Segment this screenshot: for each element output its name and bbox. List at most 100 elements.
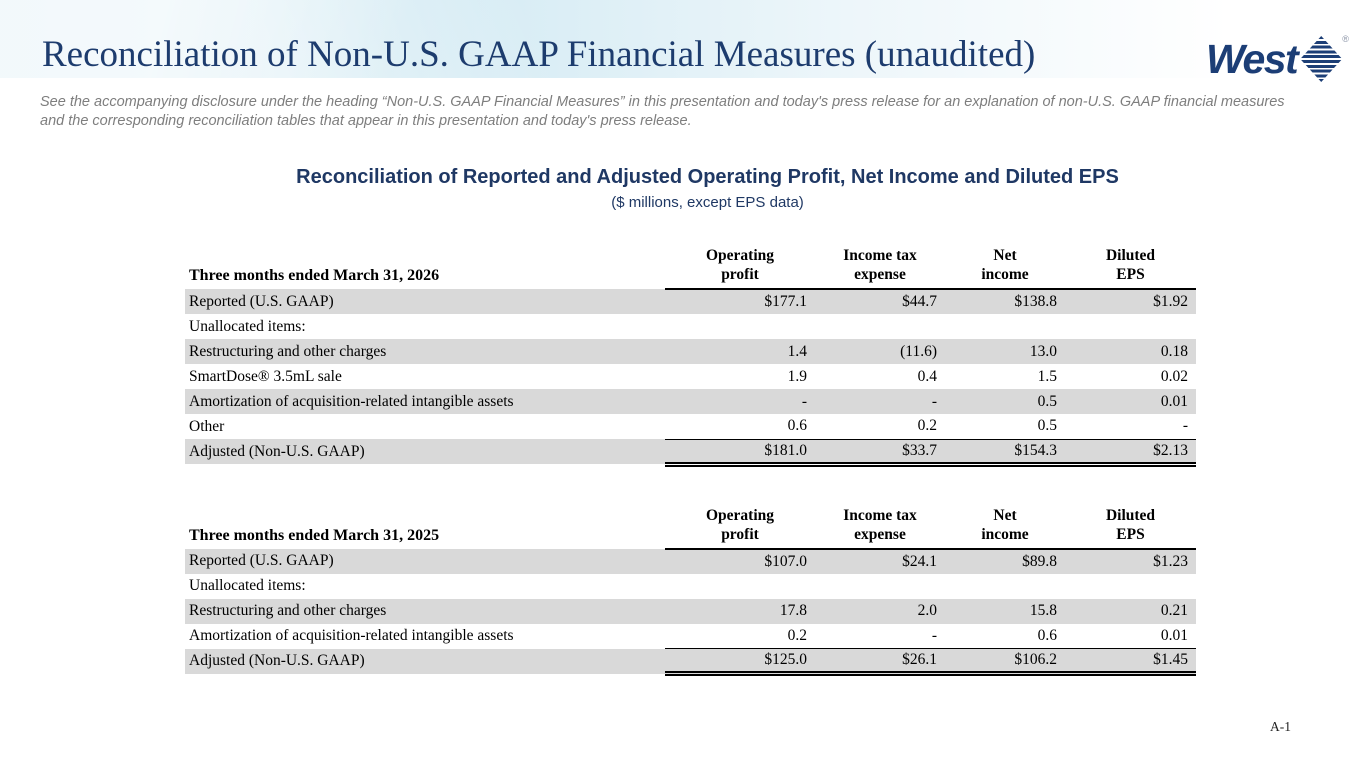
row-label: Unallocated items: bbox=[189, 577, 306, 594]
table-row: Unallocated items: bbox=[185, 314, 1196, 339]
period-label: Three months ended March 31, 2026 bbox=[189, 267, 440, 284]
west-diamond-icon bbox=[1300, 36, 1343, 82]
period-label: Three months ended March 31, 2025 bbox=[189, 526, 440, 544]
cell-value: $107.0 bbox=[665, 548, 815, 574]
column-header-line: EPS bbox=[1116, 525, 1145, 543]
row-label: Adjusted (Non-U.S. GAAP) bbox=[185, 648, 665, 674]
disclaimer-text: See the accompanying disclosure under th… bbox=[40, 94, 1285, 129]
table-row: Reported (U.S. GAAP) $177.1 $44.7 $138.8 $1.… bbox=[185, 289, 1196, 314]
column-header-line: Net bbox=[993, 247, 1017, 264]
column-header-line: Net bbox=[993, 506, 1017, 524]
cell-value bbox=[815, 314, 945, 339]
cell-value: 0.02 bbox=[1160, 367, 1188, 385]
tables-container: Three months ended March 31, 2026 Operati… bbox=[185, 238, 1196, 676]
column-header-line: Diluted bbox=[1105, 247, 1156, 264]
column-header-line: Operating bbox=[705, 247, 775, 264]
registered-trademark-symbol: ® bbox=[1342, 34, 1349, 44]
row-label: Adjusted (Non-U.S. GAAP) bbox=[185, 439, 665, 464]
column-header-line: Operating bbox=[705, 506, 775, 524]
cell-value: 1.4 bbox=[665, 339, 815, 364]
cell-value: $2.13 bbox=[1065, 439, 1196, 467]
table-row: Adjusted (Non-U.S. GAAP) $181.0 $33.7 $154.… bbox=[185, 439, 1196, 467]
row-label: Unallocated items: bbox=[189, 317, 306, 335]
cell-value: $138.8 bbox=[945, 289, 1065, 314]
column-header-line: income bbox=[981, 525, 1029, 543]
cell-value bbox=[665, 314, 815, 339]
column-header-line: Income tax bbox=[843, 247, 917, 264]
cell-value: $1.92 bbox=[1065, 289, 1196, 314]
cell-value: $177.1 bbox=[665, 289, 815, 314]
cell-value: 0.6 bbox=[945, 623, 1065, 649]
cell-value: 13.0 bbox=[945, 339, 1065, 364]
row-label: Restructuring and other charges bbox=[185, 339, 665, 364]
column-header-line: Income tax bbox=[843, 506, 917, 524]
cell-value: $33.7 bbox=[815, 439, 945, 467]
cell-value: 0.6 bbox=[665, 414, 815, 440]
west-logo: West ® bbox=[1206, 34, 1349, 82]
reconciliation-table: Three months ended March 31, 2025 Operati… bbox=[185, 497, 1196, 676]
cell-value: $89.8 bbox=[945, 548, 1065, 574]
cell-value: 0.5 bbox=[945, 414, 1065, 440]
table-row: Other 0.6 0.2 0.5- bbox=[185, 414, 1196, 440]
cell-value: 0.01 bbox=[1065, 623, 1196, 649]
cell-value bbox=[945, 314, 1065, 339]
column-header-line: profit bbox=[721, 525, 759, 543]
table-subheading: ($ millions, except EPS data) bbox=[611, 194, 804, 211]
cell-value: $1.45 bbox=[1065, 648, 1196, 676]
cell-value: 0.18 bbox=[1065, 339, 1196, 364]
column-header: Income tax expense bbox=[815, 497, 945, 550]
table-header-row: Three months ended March 31, 2025 Operati… bbox=[185, 497, 1196, 550]
cell-value: 0.2 bbox=[815, 414, 945, 440]
cell-value: - bbox=[815, 623, 945, 649]
row-label: Other bbox=[189, 417, 225, 435]
table-row: Unallocated items: bbox=[185, 574, 1196, 599]
cell-value: $1.23 bbox=[1065, 548, 1196, 574]
table-row: Reported (U.S. GAAP) $107.0 $24.1 $89.8 $1.2… bbox=[185, 548, 1196, 574]
column-header-line: expense bbox=[854, 266, 906, 283]
cell-value: 17.8 bbox=[665, 598, 815, 624]
table-row: Adjusted (Non-U.S. GAAP) $125.0 $26.1 $106.… bbox=[185, 648, 1196, 676]
cell-value: 0.2 bbox=[665, 623, 815, 649]
column-header: Operating profit bbox=[665, 238, 815, 290]
cell-value bbox=[1065, 574, 1196, 599]
table-header-row: Three months ended March 31, 2026 Operati… bbox=[185, 238, 1196, 290]
header-gradient-band bbox=[0, 0, 1365, 78]
cell-value: - bbox=[665, 389, 815, 414]
cell-value: 1.9 bbox=[787, 367, 807, 385]
cell-value: 0.4 bbox=[917, 367, 937, 385]
cell-value: $154.3 bbox=[945, 439, 1065, 467]
reconciliation-table: Three months ended March 31, 2026 Operati… bbox=[185, 238, 1196, 467]
column-header: Diluted EPS bbox=[1065, 497, 1196, 550]
cell-value: $181.0 bbox=[665, 439, 815, 467]
table-heading: Reconciliation of Reported and Adjusted … bbox=[296, 166, 1119, 188]
cell-value bbox=[665, 574, 815, 599]
column-header-line: income bbox=[981, 266, 1029, 283]
cell-value: $26.1 bbox=[815, 648, 945, 676]
row-label: Restructuring and other charges bbox=[185, 598, 665, 624]
page-number: A-1 bbox=[1270, 719, 1291, 734]
cell-value: 0.21 bbox=[1065, 598, 1196, 624]
cell-value bbox=[1065, 314, 1196, 339]
column-header-line: expense bbox=[854, 525, 906, 543]
cell-value: $24.1 bbox=[815, 548, 945, 574]
column-header: Operating profit bbox=[665, 497, 815, 550]
column-header-line: EPS bbox=[1116, 266, 1145, 283]
cell-value: (11.6) bbox=[815, 339, 945, 364]
cell-value: $106.2 bbox=[945, 648, 1065, 676]
cell-value bbox=[815, 574, 945, 599]
cell-value: 0.5 bbox=[945, 389, 1065, 414]
cell-value: $125.0 bbox=[665, 648, 815, 676]
cell-value bbox=[945, 574, 1065, 599]
table-row: Restructuring and other charges 1.4 (11.6)… bbox=[185, 339, 1196, 364]
table-row: SmartDose® 3.5mL sale 1.9 0.4 1.5 0.02 bbox=[185, 364, 1196, 389]
cell-value: 15.8 bbox=[945, 598, 1065, 624]
column-header-line: profit bbox=[721, 266, 759, 283]
section-heading-block: Reconciliation of Reported and Adjusted … bbox=[185, 165, 1230, 212]
cell-value: $44.7 bbox=[815, 289, 945, 314]
west-logo-text: West bbox=[1206, 36, 1299, 82]
row-label: Amortization of acquisition-related inta… bbox=[189, 627, 514, 644]
cell-value: - bbox=[1065, 414, 1196, 440]
table-row: Restructuring and other charges 17.8 2.0 15… bbox=[185, 598, 1196, 624]
cell-value: 2.0 bbox=[815, 598, 945, 624]
column-header-line: Diluted bbox=[1105, 506, 1156, 524]
